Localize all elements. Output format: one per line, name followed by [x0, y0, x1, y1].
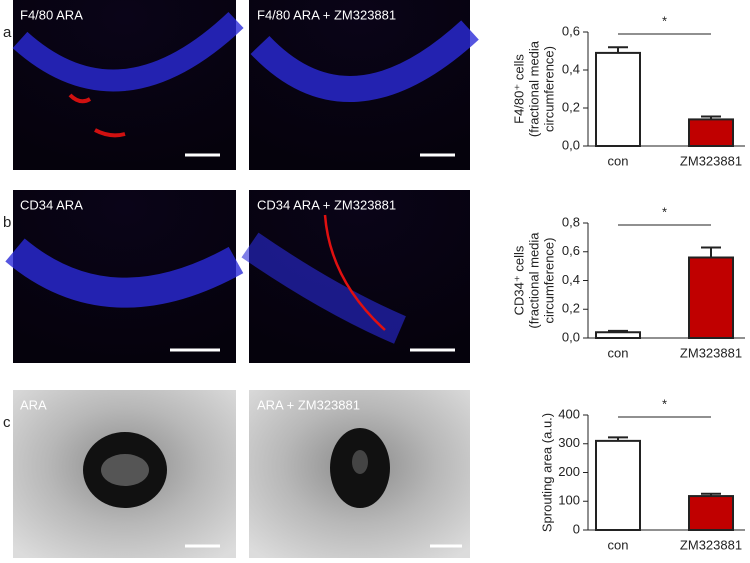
y-tick-label: 200 — [558, 464, 580, 479]
y-tick-label: 0,4 — [562, 61, 580, 76]
y-axis-label: Sprouting area (a.u.) — [539, 413, 554, 532]
significance-marker: * — [662, 396, 667, 411]
y-axis-label: (fractional media — [526, 40, 541, 137]
y-axis-label: circumference) — [541, 238, 556, 324]
x-tick-label: ZM323881 — [680, 153, 742, 168]
y-axis-label: F4/80⁺ cells — [511, 54, 526, 124]
image — [13, 390, 236, 558]
y-tick-label: 400 — [558, 406, 580, 421]
y-tick-label: 0,2 — [562, 99, 580, 114]
y-axis-label: CD34⁺ cells — [511, 245, 526, 315]
y-tick-label: 0,0 — [562, 137, 580, 152]
y-tick-label: 0 — [573, 521, 580, 536]
bar — [595, 331, 641, 339]
y-tick-label: 0,4 — [562, 272, 580, 287]
y-tick-label: 100 — [558, 493, 580, 508]
x-tick-label: ZM323881 — [680, 537, 742, 552]
panel-letter: b — [3, 214, 11, 231]
significance-marker: * — [662, 13, 667, 28]
image-label: ARA + ZM323881 — [257, 397, 360, 412]
x-tick-label: ZM323881 — [680, 345, 742, 360]
y-tick-label: 0,6 — [562, 243, 580, 258]
image — [249, 390, 470, 558]
image — [249, 0, 479, 170]
image — [12, 0, 244, 170]
image-label: ARA — [20, 397, 47, 412]
y-axis-label: (fractional media — [526, 232, 541, 329]
bar — [688, 256, 734, 339]
y-tick-label: 0,6 — [562, 23, 580, 38]
x-tick-label: con — [608, 153, 629, 168]
bar — [595, 51, 641, 147]
y-tick-label: 0,0 — [562, 329, 580, 344]
x-tick-label: con — [608, 537, 629, 552]
panel-letter: c — [3, 414, 11, 431]
y-tick-label: 0,8 — [562, 214, 580, 229]
x-tick-label: con — [608, 345, 629, 360]
panel-letter: a — [3, 24, 12, 41]
image-label: CD34 ARA — [20, 197, 83, 212]
image-label: F4/80 ARA — [20, 7, 83, 22]
bar — [688, 495, 734, 532]
bar — [688, 118, 734, 148]
image — [5, 190, 244, 363]
image-label: F4/80 ARA + ZM323881 — [257, 7, 396, 22]
y-tick-label: 0,2 — [562, 301, 580, 316]
y-tick-label: 300 — [558, 435, 580, 450]
image — [241, 190, 470, 363]
bar — [595, 439, 641, 531]
image-label: CD34 ARA + ZM323881 — [257, 197, 396, 212]
y-axis-label: circumference) — [541, 46, 556, 132]
significance-marker: * — [662, 204, 667, 219]
